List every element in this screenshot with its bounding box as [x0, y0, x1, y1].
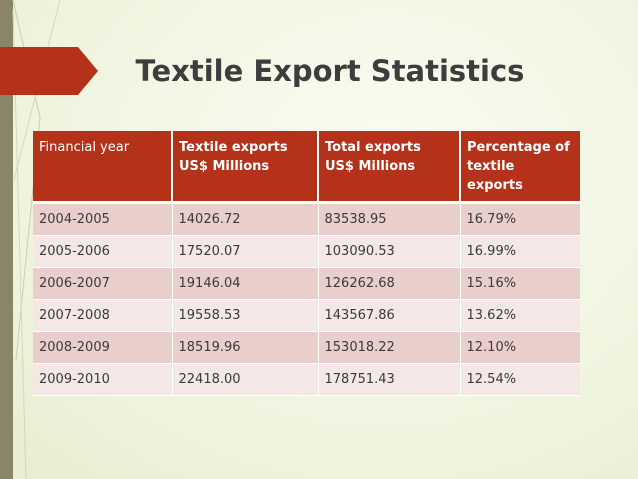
table-row: 2006-2007 19146.04 126262.68 15.16% — [33, 267, 580, 300]
cell-textile-exports: 19146.04 — [172, 267, 319, 300]
cell-financial-year: 2007-2008 — [33, 299, 173, 332]
cell-total-exports: 103090.53 — [318, 235, 461, 268]
cell-financial-year: 2004-2005 — [33, 202, 173, 236]
cell-total-exports: 178751.43 — [318, 363, 461, 396]
table-row: 2008-2009 18519.96 153018.22 12.10% — [33, 331, 580, 364]
title-flag-shape — [0, 47, 98, 95]
cell-percentage: 12.54% — [460, 363, 580, 396]
cell-textile-exports: 18519.96 — [172, 331, 319, 364]
cell-total-exports: 83538.95 — [318, 202, 461, 236]
table-row: 2007-2008 19558.53 143567.86 13.62% — [33, 299, 580, 332]
header-total-exports: Total exports US$ Millions — [318, 131, 461, 203]
header-percentage: Percentage of textile exports — [460, 131, 580, 203]
table-row: 2005-2006 17520.07 103090.53 16.99% — [33, 235, 580, 268]
table-row: 2004-2005 14026.72 83538.95 16.79% — [33, 202, 580, 236]
cell-textile-exports: 19558.53 — [172, 299, 319, 332]
cell-financial-year: 2008-2009 — [33, 331, 173, 364]
cell-total-exports: 126262.68 — [318, 267, 461, 300]
table-row: 2009-2010 22418.00 178751.43 12.54% — [33, 363, 580, 396]
header-textile-exports: Textile exports US$ Millions — [172, 131, 319, 203]
cell-percentage: 16.79% — [460, 202, 580, 236]
cell-financial-year: 2009-2010 — [33, 363, 173, 396]
cell-financial-year: 2006-2007 — [33, 267, 173, 300]
cell-textile-exports: 22418.00 — [172, 363, 319, 396]
cell-financial-year: 2005-2006 — [33, 235, 173, 268]
cell-textile-exports: 17520.07 — [172, 235, 319, 268]
cell-total-exports: 153018.22 — [318, 331, 461, 364]
cell-textile-exports: 14026.72 — [172, 202, 319, 236]
cell-percentage: 12.10% — [460, 331, 580, 364]
cell-percentage: 13.62% — [460, 299, 580, 332]
table-header-row: Financial year Textile exports US$ Milli… — [33, 131, 580, 203]
cell-percentage: 15.16% — [460, 267, 580, 300]
header-financial-year: Financial year — [33, 131, 173, 203]
cell-percentage: 16.99% — [460, 235, 580, 268]
textile-export-table: Financial year Textile exports US$ Milli… — [33, 131, 580, 396]
slide-title: Textile Export Statistics — [135, 54, 525, 88]
left-accent-bar — [0, 0, 13, 479]
cell-total-exports: 143567.86 — [318, 299, 461, 332]
